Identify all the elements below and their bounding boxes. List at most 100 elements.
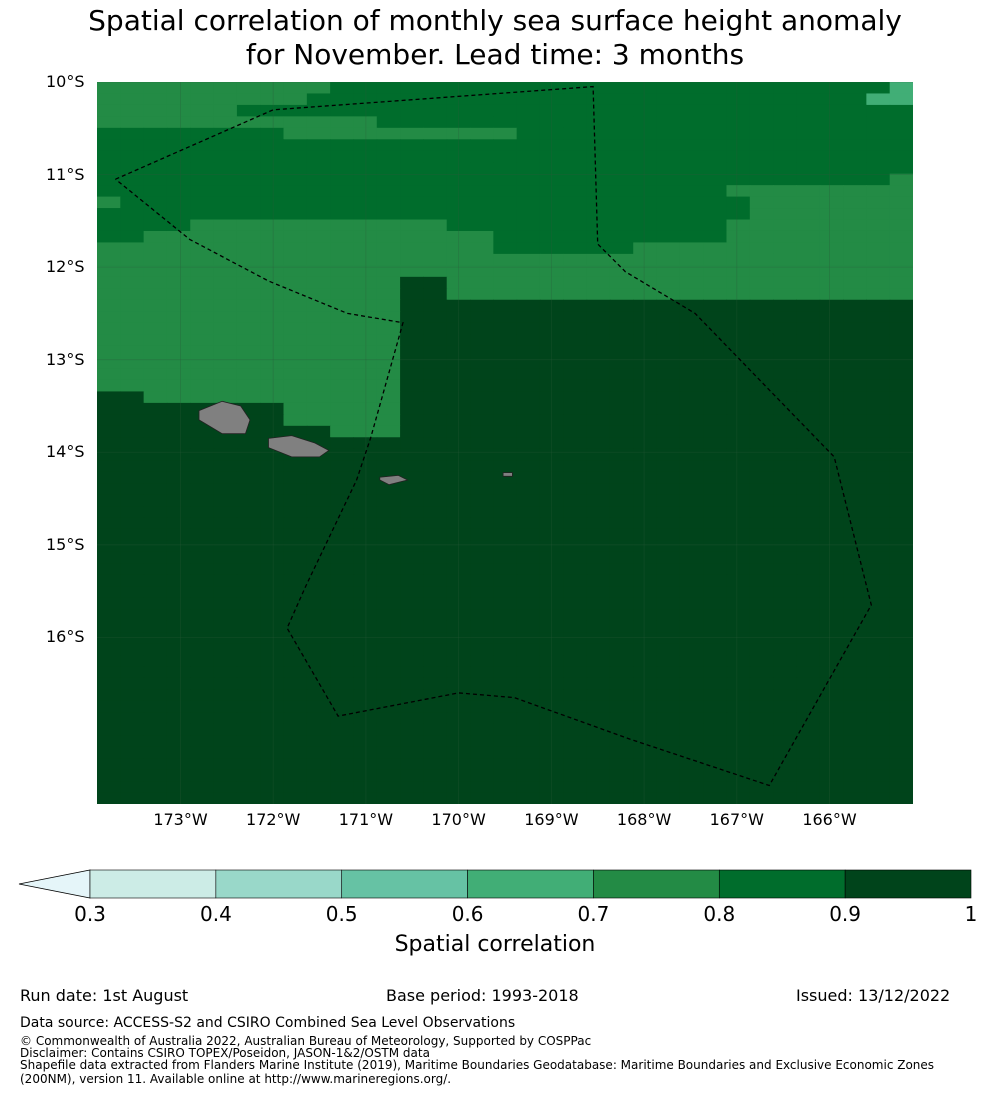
grid-cell xyxy=(376,208,401,221)
grid-cell xyxy=(633,471,658,484)
grid-cell xyxy=(353,689,378,702)
grid-cell xyxy=(679,208,704,221)
grid-cell xyxy=(633,769,658,782)
grid-cell xyxy=(539,414,564,427)
grid-cell xyxy=(866,574,891,587)
grid-cell xyxy=(796,253,821,266)
grid-cell xyxy=(283,379,308,393)
grid-cell xyxy=(516,517,541,530)
grid-cell xyxy=(166,677,191,690)
grid-cell xyxy=(773,208,798,221)
grid-cell xyxy=(539,265,564,278)
grid-cell xyxy=(679,334,704,347)
grid-cell xyxy=(726,93,751,106)
grid-cell xyxy=(656,483,681,496)
grid-cell xyxy=(563,93,588,106)
grid-cell xyxy=(97,93,121,106)
grid-cell xyxy=(679,597,704,610)
grid-cell xyxy=(889,391,913,404)
grid-cell xyxy=(703,345,728,358)
grid-cell xyxy=(773,425,798,438)
grid-cell xyxy=(796,437,821,450)
grid-cell xyxy=(889,448,913,461)
grid-cell xyxy=(213,93,238,106)
grid-cell xyxy=(283,368,308,381)
grid-cell xyxy=(796,242,821,255)
grid-cell xyxy=(633,104,658,117)
grid-cell xyxy=(190,185,215,198)
grid-cell xyxy=(749,689,774,702)
grid-cell xyxy=(330,586,355,599)
grid-cell xyxy=(283,276,308,289)
grid-cell xyxy=(306,632,331,645)
grid-cell xyxy=(773,357,798,370)
grid-cell xyxy=(749,712,774,725)
grid-cell xyxy=(516,345,541,358)
colorbar-tick: 0.6 xyxy=(451,902,484,926)
grid-cell xyxy=(353,574,378,587)
grid-cell xyxy=(143,574,168,587)
grid-cell xyxy=(609,116,634,129)
grid-cell xyxy=(190,643,215,656)
grid-cell xyxy=(260,414,285,427)
grid-cell xyxy=(143,781,168,794)
grid-cell xyxy=(423,345,448,358)
grid-cell xyxy=(143,139,168,152)
grid-cell xyxy=(236,288,261,301)
grid-cell xyxy=(306,162,331,175)
grid-cell xyxy=(470,758,494,771)
grid-cell xyxy=(143,173,168,186)
grid-cell xyxy=(213,494,238,507)
grid-cell xyxy=(843,712,867,725)
grid-cell xyxy=(819,311,844,324)
grid-cell xyxy=(260,173,285,186)
grid-cell xyxy=(726,162,751,175)
grid-cell xyxy=(306,471,331,484)
grid-cell xyxy=(236,127,261,140)
grid-cell xyxy=(749,345,774,358)
grid-cell xyxy=(306,792,331,804)
grid-cell xyxy=(679,792,704,804)
grid-cell xyxy=(446,769,471,782)
grid-cell xyxy=(703,219,728,232)
grid-cell xyxy=(679,494,704,507)
grid-cell xyxy=(563,700,588,713)
grid-cell xyxy=(330,127,355,140)
grid-cell xyxy=(97,540,121,553)
grid-cell xyxy=(633,506,658,519)
grid-cell xyxy=(656,425,681,438)
grid-cell xyxy=(330,82,355,95)
grid-cell xyxy=(586,506,611,519)
grid-cell xyxy=(609,139,634,152)
grid-cell xyxy=(166,609,191,622)
grid-cell xyxy=(306,139,331,152)
grid-cell xyxy=(539,93,564,106)
grid-cell xyxy=(493,483,518,496)
grid-cell xyxy=(889,551,913,564)
grid-cell xyxy=(446,506,471,519)
island xyxy=(198,400,251,435)
grid-cell xyxy=(306,655,331,668)
grid-cell xyxy=(516,311,541,324)
grid-cell xyxy=(796,162,821,175)
grid-cell xyxy=(773,173,798,186)
grid-cell xyxy=(470,540,494,553)
grid-cell xyxy=(796,448,821,461)
grid-cell xyxy=(843,689,867,702)
grid-cell xyxy=(283,643,308,656)
grid-cell xyxy=(376,700,401,713)
grid-cell xyxy=(213,334,238,347)
grid-cell xyxy=(773,712,798,725)
grid-cell xyxy=(376,448,401,461)
grid-cell xyxy=(260,677,285,690)
grid-cell xyxy=(633,357,658,370)
grid-cell xyxy=(143,483,168,496)
grid-cell xyxy=(749,609,774,622)
grid-cell xyxy=(563,391,588,404)
grid-cell xyxy=(283,769,308,782)
grid-cell xyxy=(609,735,634,748)
grid-cell xyxy=(516,276,541,289)
grid-cell xyxy=(470,620,494,633)
grid-cell xyxy=(866,379,891,393)
grid-cell xyxy=(656,379,681,393)
